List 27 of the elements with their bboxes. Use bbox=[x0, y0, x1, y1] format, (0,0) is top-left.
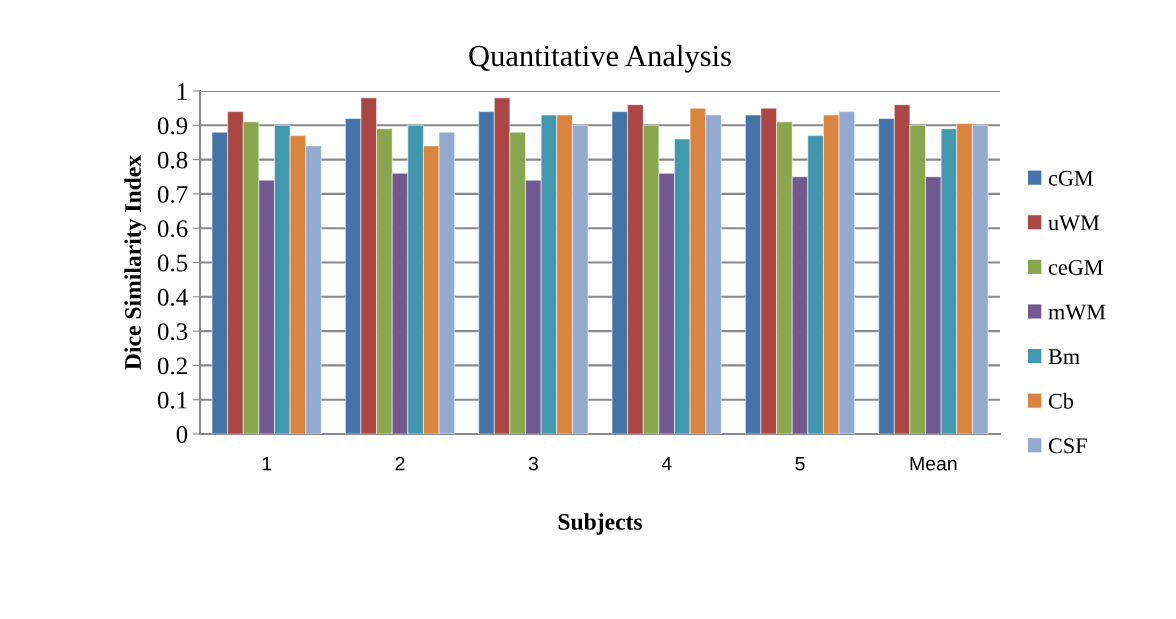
y-tick-label: 0.8 bbox=[157, 151, 188, 169]
y-tick-label: 1 bbox=[177, 83, 187, 100]
y-axis-title: Dice Similarity Index bbox=[124, 155, 146, 370]
legend-label: Bm bbox=[1048, 349, 1080, 364]
x-tick-label: 4 bbox=[661, 456, 672, 471]
legend-label: mWM bbox=[1048, 304, 1106, 320]
x-tick-label: 1 bbox=[262, 456, 272, 471]
chart-title: Quantitative Analysis bbox=[469, 44, 731, 73]
y-tick-label: 0.7 bbox=[157, 185, 188, 203]
x-tick-label: 2 bbox=[395, 456, 405, 471]
y-tick-label: 0.9 bbox=[157, 117, 188, 135]
y-tick-label: 0 bbox=[176, 426, 188, 443]
y-tick-label: 0.5 bbox=[157, 254, 188, 272]
x-axis-title: Subjects bbox=[558, 513, 643, 535]
legend-label: uWM bbox=[1048, 215, 1100, 231]
x-tick-label: 3 bbox=[528, 456, 538, 471]
legend-label: ceGM bbox=[1048, 259, 1103, 275]
x-tick-label: Mean bbox=[910, 456, 957, 471]
y-tick-label: 0.4 bbox=[157, 288, 188, 306]
legend-label: CSF bbox=[1048, 438, 1087, 454]
x-tick-label: 5 bbox=[795, 456, 805, 471]
legend-label: Cb bbox=[1048, 393, 1074, 409]
y-tick-label: 0.6 bbox=[157, 220, 188, 238]
legend-label: cGM bbox=[1048, 170, 1094, 186]
y-tick-label: 0.1 bbox=[157, 391, 187, 409]
y-tick-label: 0.2 bbox=[157, 357, 187, 375]
y-tick-label: 0.3 bbox=[157, 323, 188, 341]
